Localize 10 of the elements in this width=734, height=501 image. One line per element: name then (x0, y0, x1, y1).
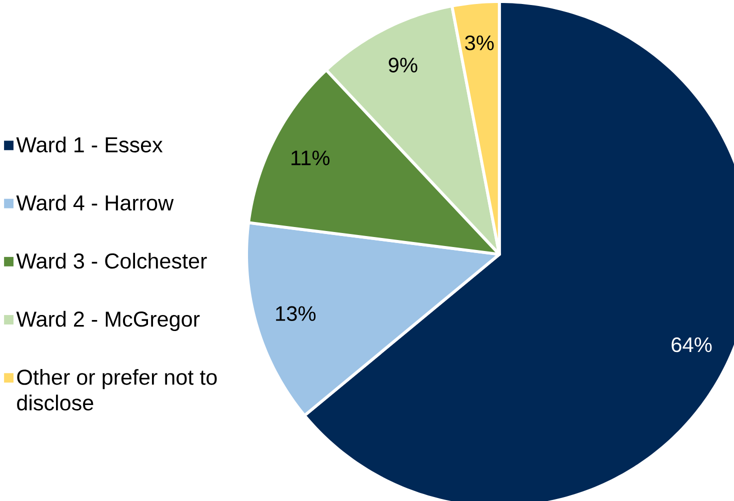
legend-label: Ward 2 - McGregor (16, 310, 200, 331)
legend-label: Ward 3 - Colchester (16, 252, 207, 269)
data-label: 11% (292, 150, 330, 166)
data-label: 9% (388, 58, 418, 72)
data-label: 64% (672, 337, 712, 352)
legend-label: Ward 1 - Essex (16, 136, 163, 152)
data-label: 13% (276, 306, 316, 321)
legend-label: Other or prefer not to disclose (17, 369, 217, 410)
data-label: 3% (465, 35, 494, 50)
legend-label: Ward 4 - Harrow (16, 194, 174, 211)
